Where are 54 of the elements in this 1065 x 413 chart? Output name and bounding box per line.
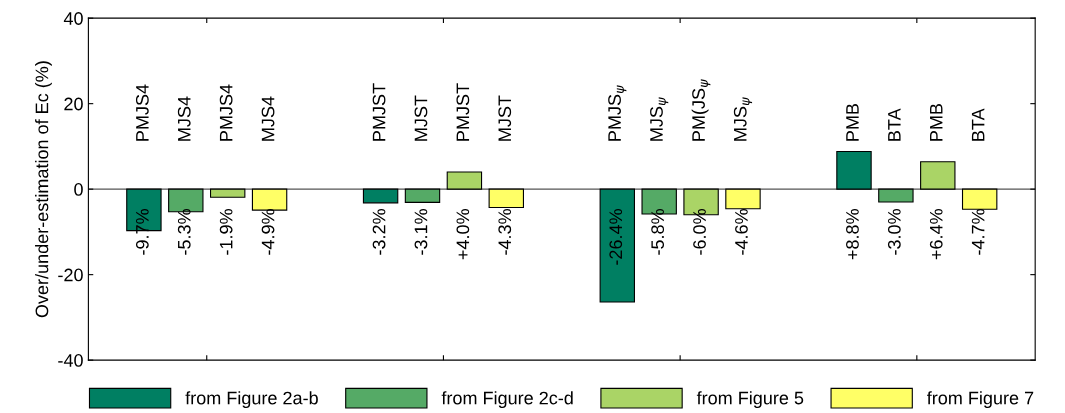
y-tick-label: 20 [64,97,83,111]
y-tick-label: 0 [74,183,83,196]
bar [599,188,636,303]
data-label: -5.3% [177,209,191,255]
legend-label: from Figure 5 [696,391,804,408]
bar [836,150,872,190]
bar [920,161,956,190]
annotation: BTA [971,108,985,141]
annotation: PMJS4 [219,84,233,141]
data-label: +4.0% [456,209,470,260]
legend-label: from Figure 7 [927,391,1034,408]
annotation: PMB [846,103,859,141]
annotation: PMJST [372,83,386,141]
annotation: PMJS4 [135,84,149,141]
data-label: -4.3% [498,209,512,255]
data-label: -4.7% [971,209,985,255]
annotation: MJS4 [177,96,191,141]
data-label: -26.4% [609,209,623,265]
bar [251,188,288,211]
data-label: -1.9% [219,209,233,255]
data-label: +8.8% [846,209,859,260]
annotation: BTA [888,108,901,141]
data-label: -3.1% [414,209,428,255]
annotation: PMJS$_{ψ}$ [608,85,627,141]
data-label: -9.7% [135,209,149,255]
annotation: PM(JS$_{ψ}$ [691,79,711,141]
bar [446,171,483,190]
legend-label: from Figure 2a-b [185,391,318,408]
annotation: MJS$_{ψ}$ [733,97,753,141]
data-label: -3.0% [887,209,901,255]
data-label: +6.4% [929,209,943,260]
annotation: MJST [498,95,512,141]
legend-label: from Figure 2c-d [441,391,573,408]
y-tick-label: -40 [58,354,83,367]
data-label: -4.6% [735,209,748,255]
bar [961,188,998,210]
bar [404,188,441,203]
annotation: MJST [414,95,428,141]
annotation: PMJST [456,83,470,141]
annotation: MJS4 [261,96,275,141]
data-label: -6.0% [693,209,706,255]
bar [362,188,399,204]
annotation: PMB [930,103,943,141]
bar [209,188,246,198]
y-axis-title: Over/under-estimation of Ec (%) [35,61,52,318]
data-label: -5.8% [651,209,665,255]
y-tick-label: 40 [63,12,83,25]
bar [488,188,524,209]
annotation: MJS$_{ψ}$ [650,97,669,141]
bar [725,188,761,210]
y-tick-label: -20 [58,268,83,282]
bar [878,188,914,203]
data-label: -3.2% [372,209,386,255]
data-label: -4.9% [261,209,275,255]
